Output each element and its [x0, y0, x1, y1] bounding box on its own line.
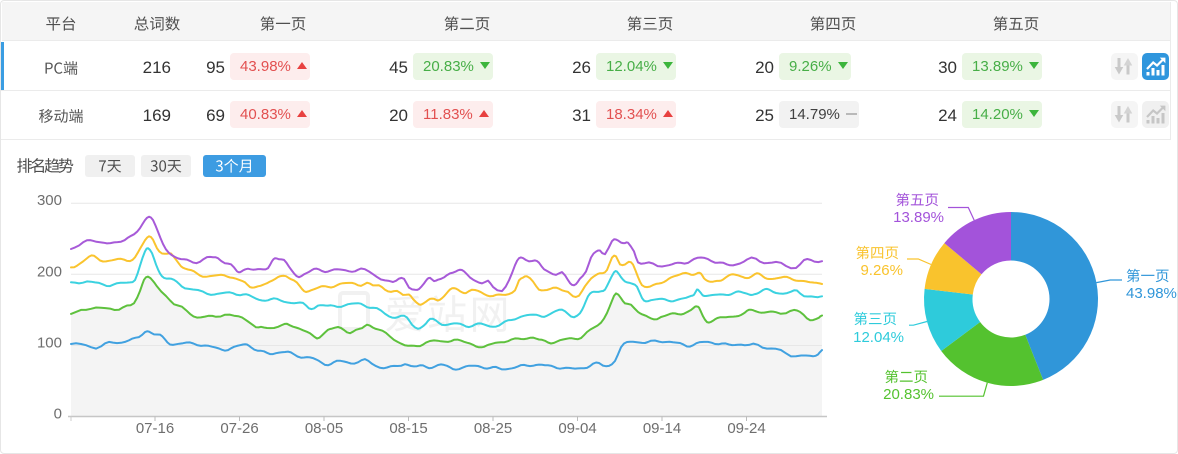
svg-text:09-14: 09-14 — [643, 420, 681, 437]
svg-text:07-16: 07-16 — [136, 420, 174, 437]
svg-text:09-24: 09-24 — [727, 420, 765, 437]
svg-text:08-05: 08-05 — [305, 420, 343, 437]
svg-text:100: 100 — [37, 335, 62, 352]
svg-text:300: 300 — [37, 192, 62, 209]
svg-text:12.04%: 12.04% — [853, 329, 904, 346]
svg-text:43.98%: 43.98% — [1126, 285, 1177, 302]
svg-text:07-26: 07-26 — [220, 420, 258, 437]
svg-text:09-04: 09-04 — [558, 420, 596, 437]
svg-text:200: 200 — [37, 263, 62, 280]
svg-text:9.26%: 9.26% — [860, 262, 903, 279]
svg-text:13.89%: 13.89% — [893, 209, 944, 226]
svg-text:08-25: 08-25 — [474, 420, 512, 437]
svg-text:20.83%: 20.83% — [883, 386, 934, 403]
svg-text:08-15: 08-15 — [389, 420, 427, 437]
svg-text:0: 0 — [54, 406, 62, 423]
